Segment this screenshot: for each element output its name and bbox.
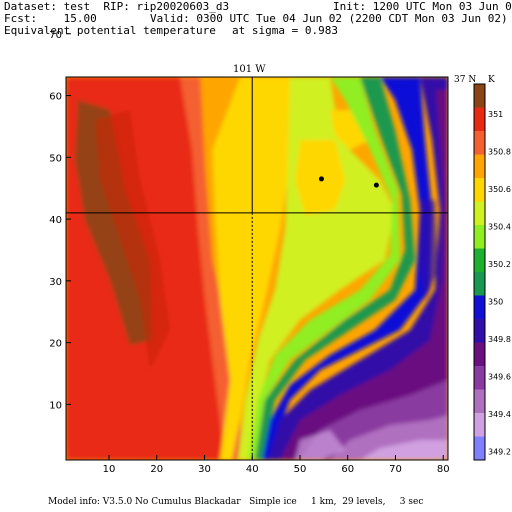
- legend-swatch: [474, 201, 485, 226]
- x-tick-label: 10: [103, 464, 116, 475]
- legend-swatch: [474, 248, 485, 273]
- legend-swatch: [474, 225, 485, 249]
- y-tick-label: 10: [49, 400, 62, 411]
- legend-level-label: 350.8: [488, 148, 511, 157]
- legend-level-label: 349.8: [488, 335, 511, 344]
- legend-unit: K: [488, 75, 495, 85]
- legend-swatch: [474, 436, 485, 461]
- longitude-label: 101 W: [233, 64, 266, 75]
- x-tick-label: 30: [198, 464, 211, 475]
- x-tick-label: 40: [246, 464, 259, 475]
- legend-level-label: 351: [488, 110, 503, 119]
- y-tick-label: 50: [49, 153, 62, 164]
- y-tick-label: 40: [49, 215, 62, 226]
- station-markers: [318, 176, 379, 188]
- legend-swatch: [474, 84, 485, 108]
- legend-level-label: 350.6: [488, 185, 511, 194]
- legend-swatch: [474, 131, 485, 155]
- y-tick-label: 60: [49, 92, 62, 103]
- contour-field: [66, 77, 448, 460]
- legend-level-label: 349.4: [488, 410, 511, 419]
- station-marker: [373, 182, 379, 188]
- y-tick-label: 20: [49, 339, 62, 350]
- legend-swatch: [474, 154, 485, 179]
- init-time-label: Init: 1200 UTC Mon 03 Jun 02: [333, 0, 512, 13]
- x-tick-label: 80: [437, 464, 450, 475]
- sigma-level-label: at sigma = 0.983: [232, 24, 338, 37]
- legend-level-label: 349.2: [488, 448, 511, 457]
- x-tick-label: 20: [150, 464, 163, 475]
- legend-swatch: [474, 272, 485, 296]
- legend-swatch: [474, 342, 485, 367]
- x-tick-label: 50: [294, 464, 307, 475]
- legend-level-label: 350.4: [488, 223, 511, 232]
- legend-swatch: [474, 389, 485, 414]
- legend-level-label: 350.2: [488, 260, 511, 269]
- color-legend: 351 350.8 350.6 350.4 350.2 350 349.8 349.6 349.…: [473, 83, 511, 461]
- field-name-label: Equivalent potential temperature: [4, 24, 216, 37]
- x-tick-label: 60: [341, 464, 354, 475]
- station-marker: [318, 176, 324, 182]
- latitude-label: 37 N: [454, 75, 476, 85]
- legend-swatch: [474, 178, 485, 202]
- x-tick-label: 70: [389, 464, 402, 475]
- forecast-hour-label: Fcst: 15.00: [4, 12, 97, 25]
- dataset-label: Dataset: test RIP: rip20020603_d3: [4, 0, 230, 13]
- legend-swatch: [474, 413, 485, 437]
- x-axis: 10 20 30 40 50 60 70 80: [103, 455, 450, 475]
- legend-level-label: 350: [488, 298, 503, 307]
- legend-swatch: [474, 319, 485, 343]
- legend-swatch: [474, 295, 485, 320]
- legend-border: [473, 83, 486, 461]
- valid-time-label: Valid: 0300 UTC Tue 04 Jun 02 (2200 CDT …: [150, 12, 508, 25]
- y-tick-label: 30: [49, 277, 62, 288]
- plot-border: [65, 76, 449, 461]
- y-tick-label: 70: [49, 30, 62, 41]
- model-info: Model info: V3.5.0 No Cumulus Blackadar …: [48, 497, 424, 507]
- legend-level-label: 349.6: [488, 373, 511, 382]
- legend-swatch: [474, 366, 485, 390]
- legend-swatch: [474, 107, 485, 132]
- y-axis: 10 20 30 40 50 60 70: [49, 30, 71, 411]
